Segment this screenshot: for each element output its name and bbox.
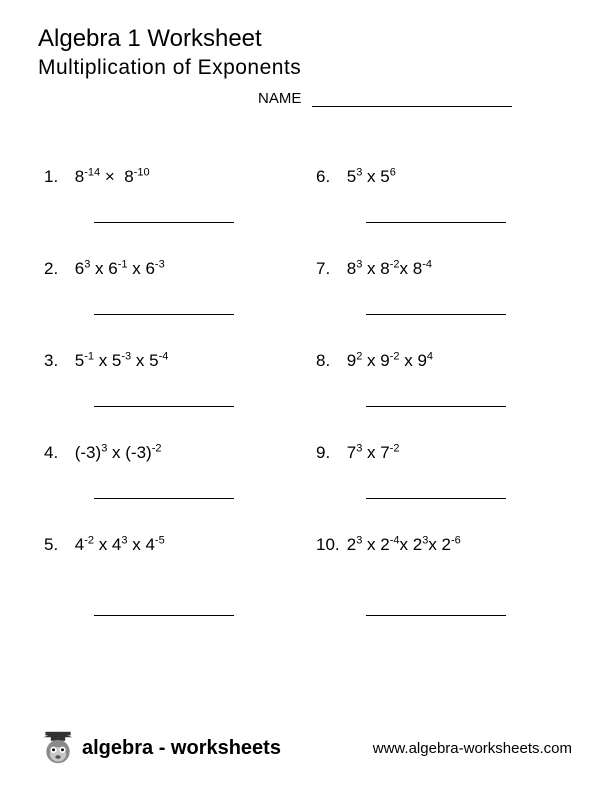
footer: algebra - worksheets www.algebra-workshe… — [0, 730, 612, 766]
problem-expression: 73 x 7-2 — [347, 443, 400, 463]
problem-number: 5. — [44, 535, 70, 555]
problems-column-right: 6. 53 x 56 7. 83 x 8-2x 8-4 8. 92 x 9-2 … — [316, 167, 568, 627]
name-input-line[interactable] — [312, 106, 512, 107]
problem-number: 1. — [44, 167, 70, 187]
answer-line[interactable] — [366, 615, 506, 616]
worksheet-title: Algebra 1 Worksheet — [38, 24, 574, 54]
problem-number: 7. — [316, 259, 342, 279]
problem-10: 10. 23 x 2-4x 23x 2-6 — [316, 535, 568, 627]
mascot-icon — [40, 730, 76, 766]
problem-3: 3. 5-1 x 5-3 x 5-4 — [44, 351, 296, 443]
problem-expression: (-3)3 x (-3)-2 — [75, 443, 162, 463]
problem-9: 9. 73 x 7-2 — [316, 443, 568, 535]
problems-grid: 1. 8-14 × 8-10 2. 63 x 6-1 x 6-3 3. 5-1 … — [38, 167, 574, 627]
problem-expression: 83 x 8-2x 8-4 — [347, 259, 432, 279]
problem-expression: 92 x 9-2 x 94 — [347, 351, 433, 371]
problem-expression: 63 x 6-1 x 6-3 — [75, 259, 165, 279]
name-row: NAME — [38, 90, 574, 107]
problem-1: 1. 8-14 × 8-10 — [44, 167, 296, 259]
answer-line[interactable] — [94, 615, 234, 616]
problem-5: 5. 4-2 x 43 x 4-5 — [44, 535, 296, 627]
answer-line[interactable] — [94, 222, 234, 223]
answer-line[interactable] — [94, 406, 234, 407]
problems-column-left: 1. 8-14 × 8-10 2. 63 x 6-1 x 6-3 3. 5-1 … — [44, 167, 296, 627]
answer-line[interactable] — [366, 498, 506, 499]
problem-8: 8. 92 x 9-2 x 94 — [316, 351, 568, 443]
problem-expression: 23 x 2-4x 23x 2-6 — [347, 535, 461, 555]
problem-4: 4. (-3)3 x (-3)-2 — [44, 443, 296, 535]
problem-number: 4. — [44, 443, 70, 463]
answer-line[interactable] — [366, 222, 506, 223]
problem-number: 3. — [44, 351, 70, 371]
problem-expression: 8-14 × 8-10 — [75, 167, 150, 187]
footer-url: www.algebra-worksheets.com — [373, 740, 572, 757]
answer-line[interactable] — [94, 498, 234, 499]
problem-number: 9. — [316, 443, 342, 463]
problem-expression: 53 x 56 — [347, 167, 396, 187]
problem-expression: 5-1 x 5-3 x 5-4 — [75, 351, 169, 371]
problem-7: 7. 83 x 8-2x 8-4 — [316, 259, 568, 351]
problem-expression: 4-2 x 43 x 4-5 — [75, 535, 165, 555]
answer-line[interactable] — [366, 406, 506, 407]
logo-block: algebra - worksheets — [40, 730, 281, 766]
logo-text: algebra - worksheets — [82, 737, 281, 760]
worksheet-subtitle: Multiplication of Exponents — [38, 56, 574, 80]
problem-number: 2. — [44, 259, 70, 279]
problem-number: 6. — [316, 167, 342, 187]
problem-6: 6. 53 x 56 — [316, 167, 568, 259]
problem-2: 2. 63 x 6-1 x 6-3 — [44, 259, 296, 351]
problem-number: 10. — [316, 535, 342, 555]
answer-line[interactable] — [366, 314, 506, 315]
answer-line[interactable] — [94, 314, 234, 315]
name-label: NAME — [258, 90, 301, 107]
problem-number: 8. — [316, 351, 342, 371]
